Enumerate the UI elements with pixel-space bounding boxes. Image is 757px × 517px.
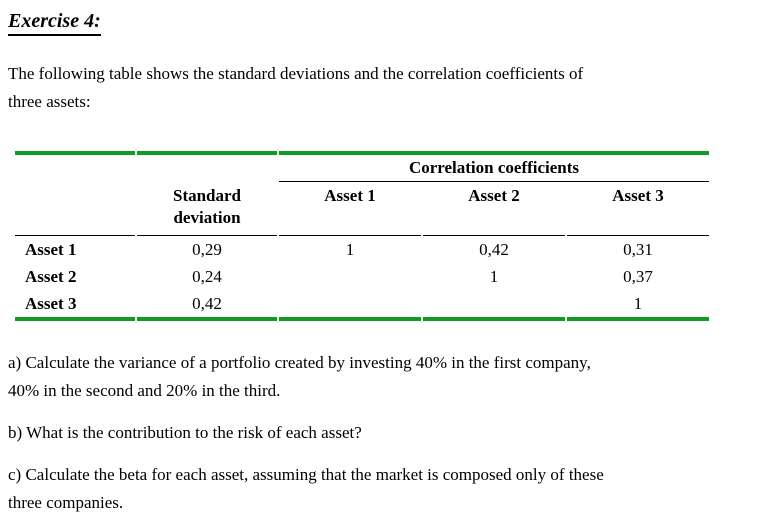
row-label: Asset 2 bbox=[25, 267, 77, 286]
table-row-asset3: Asset 3 0,42 1 bbox=[15, 290, 709, 321]
asset-table: Correlation coefficients Standard deviat… bbox=[13, 151, 711, 321]
corr-value bbox=[279, 263, 421, 290]
correlation-coefficients-header: Correlation coefficients bbox=[279, 151, 709, 182]
asset3-column-header: Asset 3 bbox=[567, 182, 709, 236]
asset1-column-header: Asset 1 bbox=[279, 182, 421, 236]
table-top-rule-row: Correlation coefficients bbox=[15, 151, 709, 182]
corr-value: 0,31 bbox=[623, 240, 653, 259]
question-a-line-2: 40% in the second and 20% in the third. bbox=[8, 381, 281, 400]
std-dev-value: 0,29 bbox=[192, 240, 222, 259]
std-dev-value: 0,42 bbox=[137, 290, 277, 321]
blank-cell bbox=[15, 151, 135, 182]
row-label: Asset 3 bbox=[15, 290, 135, 321]
corr-value: 1 bbox=[345, 240, 355, 259]
blank-cell bbox=[15, 182, 135, 236]
table-row-asset1: Asset 1 0,29 1 0,42 0,31 bbox=[15, 236, 709, 263]
corr-value: 1 bbox=[489, 267, 499, 286]
intro-line-1: The following table shows the standard d… bbox=[8, 64, 584, 83]
question-a-line-1: a) Calculate the variance of a portfolio… bbox=[8, 353, 591, 372]
table-row-asset2: Asset 2 0,24 1 0,37 bbox=[15, 263, 709, 290]
exercise-title: Exercise 4: bbox=[8, 10, 101, 36]
title-row: Exercise 4: bbox=[8, 10, 749, 36]
question-c-line-2: three companies. bbox=[8, 493, 124, 512]
row-label: Asset 1 bbox=[25, 240, 77, 259]
question-b: b) What is the contribution to the risk … bbox=[8, 419, 749, 447]
question-a: a) Calculate the variance of a portfolio… bbox=[8, 349, 749, 405]
standard-deviation-header: Standard deviation bbox=[137, 182, 277, 236]
intro-paragraph: The following table shows the standard d… bbox=[8, 60, 749, 116]
std-dev-value: 0,24 bbox=[192, 267, 222, 286]
corr-value: 1 bbox=[567, 290, 709, 321]
corr-value bbox=[279, 290, 421, 321]
question-b-line-1: b) What is the contribution to the risk … bbox=[8, 423, 362, 442]
standard-deviation-header-text: Standard deviation bbox=[172, 186, 242, 227]
corr-value bbox=[423, 290, 565, 321]
table-header-row: Standard deviation Asset 1 Asset 2 Asset… bbox=[15, 182, 709, 236]
asset2-column-header: Asset 2 bbox=[423, 182, 565, 236]
corr-value: 0,42 bbox=[479, 240, 509, 259]
blank-cell bbox=[137, 151, 277, 182]
question-c-line-1: c) Calculate the beta for each asset, as… bbox=[8, 465, 604, 484]
question-c: c) Calculate the beta for each asset, as… bbox=[8, 461, 749, 517]
intro-line-2: three assets: bbox=[8, 92, 91, 111]
document-page: Exercise 4: The following table shows th… bbox=[8, 10, 749, 517]
corr-value: 0,37 bbox=[623, 267, 653, 286]
